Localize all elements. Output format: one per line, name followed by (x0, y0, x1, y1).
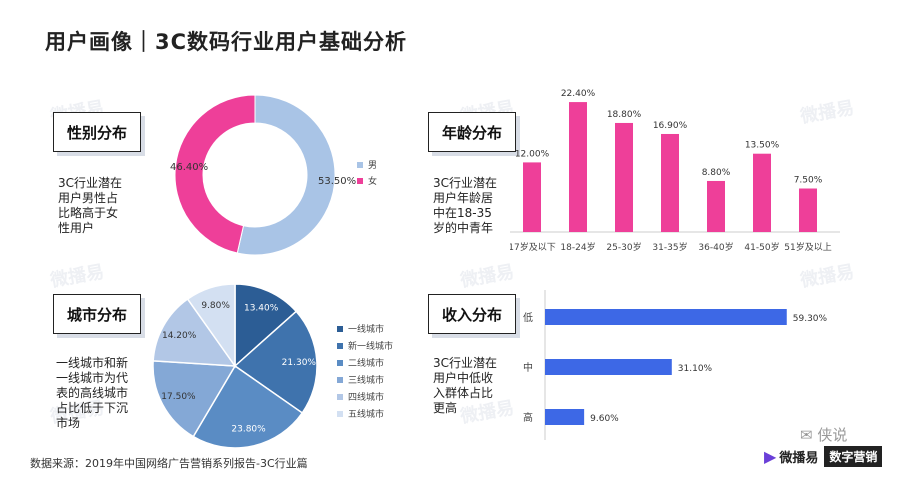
watermark: 微播易 (48, 261, 106, 292)
play-icon: ▶ (764, 447, 777, 466)
age-bar (523, 162, 541, 232)
legend-swatch (337, 377, 343, 383)
pie-slice (186, 283, 236, 369)
x-tick-label: 25-30岁 (606, 241, 641, 253)
legend-swatch (357, 162, 363, 168)
pie-slice (233, 310, 318, 414)
bar-data-label: 13.50% (745, 141, 780, 151)
slice-data-label: 23.80% (231, 425, 266, 435)
bar-data-label: 12.00% (515, 149, 550, 159)
x-tick-label: 31-35岁 (652, 241, 687, 253)
slice-data-label: 17.50% (161, 392, 196, 402)
donut-slice (236, 94, 336, 256)
x-tick-label: 51岁及以上 (784, 241, 831, 253)
gender-legend: 男女 (357, 160, 377, 187)
wechat-name: 侠说 (817, 426, 848, 444)
age-bar (615, 122, 633, 232)
pie-slice (234, 283, 298, 368)
slice-data-label: 14.20% (162, 331, 197, 341)
legend-swatch (337, 343, 343, 349)
pie-slice (152, 360, 237, 438)
income-panel-label: 收入分布 (428, 294, 516, 334)
legend-label: 五线城市 (348, 408, 384, 420)
slice-data-label: 13.40% (244, 304, 279, 314)
age-bar (569, 102, 587, 232)
bar-data-label: 16.90% (653, 121, 688, 131)
bar-data-label: 18.80% (607, 110, 642, 120)
bar-data-label: 7.50% (794, 176, 823, 186)
city-note: 一线城市和新 一线城市为代 表的高线城市 占比低于下沉 市场 (56, 356, 129, 430)
legend-swatch (337, 360, 343, 366)
legend-label: 男 (368, 160, 377, 171)
slice-data-label: 46.40% (170, 162, 208, 173)
x-tick-label: 18-24岁 (560, 241, 595, 253)
bar-data-label: 31.10% (678, 364, 713, 374)
legend-label: 三线城市 (348, 374, 384, 386)
age-note: 3C行业潜在 用户年龄居 中在18-35 岁的中青年 (433, 176, 498, 235)
legend-swatch (337, 411, 343, 417)
age-panel-label: 年龄分布 (428, 112, 516, 152)
wechat-icon: ✉ (800, 426, 813, 444)
brand-logo: ▶ 微播易 数字营销 (764, 446, 883, 467)
legend-label: 四线城市 (348, 391, 384, 403)
income-note: 3C行业潜在 用户中低收 入群体占比 更高 (433, 356, 498, 415)
bar-data-label: 8.80% (702, 168, 731, 178)
x-tick-label: 17岁及以下 (510, 241, 556, 253)
gender-panel-label: 性别分布 (53, 112, 141, 152)
page-title: 用户画像｜3C数码行业用户基础分析 (45, 30, 408, 54)
legend-label: 一线城市 (348, 323, 384, 335)
wechat-account-label: ✉ 侠说 (800, 424, 847, 445)
age-bar-chart: 12.00% 17岁及以下 22.40% 18-24岁 18.80% 25-30岁 16.9… (510, 89, 840, 253)
watermark: 微播易 (458, 261, 516, 292)
x-tick-label: 36-40岁 (698, 241, 733, 253)
legend-swatch (337, 394, 343, 400)
data-source-footer: 数据来源：2019年中国网络广告营销系列报告-3C行业篇 (30, 457, 308, 470)
slice-data-label: 53.50% (318, 176, 356, 187)
legend-label: 新一线城市 (348, 340, 393, 352)
legend-swatch (357, 178, 363, 184)
slice-data-label: 9.80% (201, 301, 230, 311)
city-pie-chart: 13.40% 21.30% 23.80% 17.50% 14.20% 9.80% (152, 283, 318, 449)
gender-donut-chart: 53.50% 46.40% (170, 94, 356, 256)
legend-label: 二线城市 (348, 357, 384, 369)
donut-slice (174, 94, 256, 254)
age-bar (661, 133, 679, 232)
bar-data-label: 22.40% (561, 89, 596, 99)
income-bar (545, 409, 585, 425)
slice-data-label: 21.30% (282, 358, 317, 368)
brand-tag: 数字营销 (824, 446, 883, 467)
legend-swatch (337, 326, 343, 332)
pie-slice (152, 298, 237, 367)
bar-data-label: 59.30% (793, 314, 828, 324)
bar-data-label: 9.60% (590, 414, 619, 424)
income-bar-chart: 低 59.30% 中 31.10% 高 9.60% (523, 290, 828, 440)
gender-note: 3C行业潜在 用户男性占 比略高于女 性用户 (58, 176, 123, 235)
pie-slice (192, 364, 304, 449)
age-bar (707, 180, 725, 232)
y-tick-label: 低 (523, 311, 533, 324)
y-tick-label: 中 (523, 361, 533, 374)
x-tick-label: 41-50岁 (744, 241, 779, 253)
age-bar (799, 188, 817, 232)
brand-name: 微播易 (779, 451, 819, 466)
age-bar (753, 153, 771, 232)
city-panel-label: 城市分布 (53, 294, 141, 334)
income-bar (545, 359, 672, 375)
income-bar (545, 309, 787, 325)
y-tick-label: 高 (523, 411, 533, 424)
legend-label: 女 (368, 175, 377, 187)
